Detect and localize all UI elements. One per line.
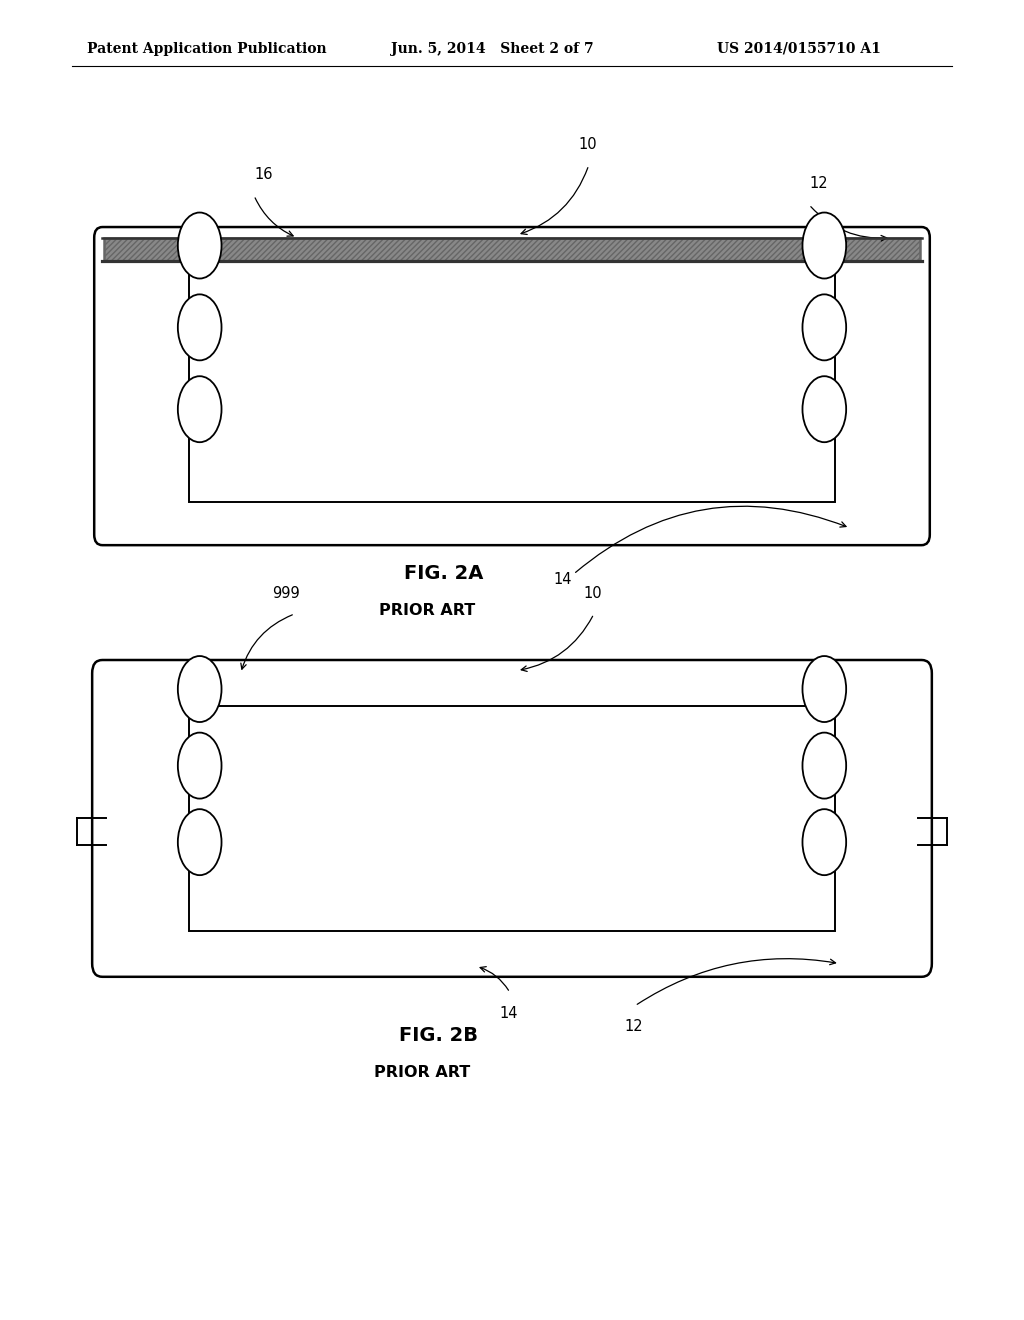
Text: 12: 12 <box>625 1019 643 1034</box>
Bar <box>189 261 835 502</box>
FancyBboxPatch shape <box>92 660 932 977</box>
Text: 10: 10 <box>579 137 597 152</box>
Text: 14: 14 <box>500 1006 518 1020</box>
Ellipse shape <box>178 733 221 799</box>
Bar <box>104 238 920 261</box>
Text: Patent Application Publication: Patent Application Publication <box>87 42 327 55</box>
Text: 14: 14 <box>553 573 571 587</box>
Text: US 2014/0155710 A1: US 2014/0155710 A1 <box>717 42 881 55</box>
Ellipse shape <box>178 656 221 722</box>
Text: PRIOR ART: PRIOR ART <box>374 1065 470 1080</box>
Text: Jun. 5, 2014   Sheet 2 of 7: Jun. 5, 2014 Sheet 2 of 7 <box>391 42 594 55</box>
Ellipse shape <box>803 376 846 442</box>
Bar <box>189 706 835 931</box>
Ellipse shape <box>803 809 846 875</box>
Ellipse shape <box>178 294 221 360</box>
Ellipse shape <box>803 656 846 722</box>
Ellipse shape <box>803 213 846 279</box>
Text: 16: 16 <box>254 168 272 182</box>
Text: 999: 999 <box>272 586 300 601</box>
Ellipse shape <box>803 733 846 799</box>
Text: 10: 10 <box>584 586 602 601</box>
Text: FIG. 2A: FIG. 2A <box>404 565 484 583</box>
Ellipse shape <box>803 294 846 360</box>
Text: FIG. 2B: FIG. 2B <box>399 1027 478 1045</box>
Ellipse shape <box>178 376 221 442</box>
Ellipse shape <box>178 213 221 279</box>
Text: PRIOR ART: PRIOR ART <box>379 603 475 618</box>
Ellipse shape <box>178 809 221 875</box>
Text: 12: 12 <box>809 177 827 191</box>
FancyBboxPatch shape <box>94 227 930 545</box>
